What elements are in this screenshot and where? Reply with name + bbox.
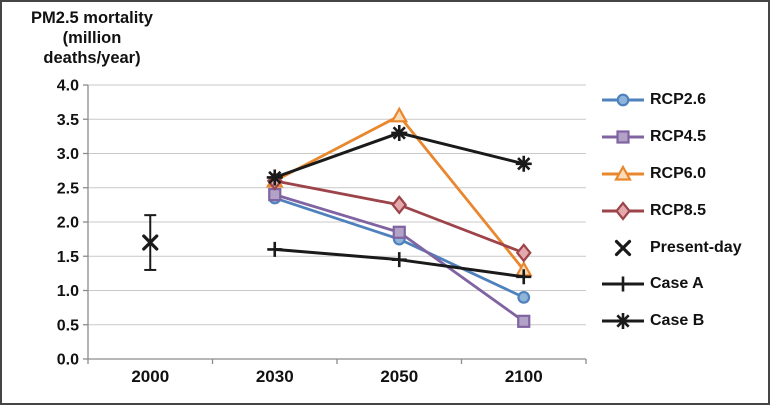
x-tick-label: 2100 (505, 367, 543, 386)
series-rcp2-6 (268, 191, 531, 304)
legend-marker-circle-icon (602, 93, 644, 107)
legend-marker-square-icon (602, 130, 644, 144)
series-present-day (142, 214, 159, 271)
y-tick-label: 0.5 (57, 317, 79, 334)
legend-marker-diamond-icon (602, 201, 644, 221)
y-tick-label: 2.0 (57, 215, 79, 232)
legend-item-present-day: Present-day (600, 229, 742, 266)
gridlines (88, 84, 586, 326)
legend-item-rcp2-6: RCP2.6 (600, 82, 742, 119)
axes (83, 84, 587, 364)
legend-item-case-b: Case B (600, 303, 742, 340)
y-tick-label: 1.0 (57, 283, 79, 300)
y-tick-label: 3.5 (57, 112, 79, 129)
y-tick-label: 1.5 (57, 249, 79, 266)
legend-label: RCP6.0 (650, 164, 707, 182)
legend-label: RCP4.5 (650, 128, 707, 146)
legend-item-rcp6-0: RCP6.0 (600, 156, 742, 193)
legend-label: Present-day (650, 238, 742, 256)
x-tick-label: 2050 (380, 367, 418, 386)
legend-item-case-a: Case A (600, 266, 742, 303)
y-tick-label: 4.0 (57, 78, 79, 95)
series-case-a (267, 241, 532, 285)
legend-marker-x-icon (614, 239, 632, 256)
x-tick-label: 2030 (256, 367, 294, 386)
legend-marker-triangle-icon (602, 164, 644, 181)
legend-label: RCP2.6 (650, 91, 707, 109)
y-tick-label: 0.0 (57, 352, 79, 369)
legend-label: Case B (650, 312, 705, 330)
x-axis-labels: 2000 2030 2050 2100 (131, 367, 542, 386)
legend: RCP2.6 RCP4.5 RCP6.0 RCP8.5 Present-day Case … (600, 82, 742, 340)
legend-marker-asterisk-icon (602, 313, 644, 330)
legend-item-rcp8-5: RCP8.5 (600, 192, 742, 229)
legend-item-rcp4-5: RCP4.5 (600, 119, 742, 156)
legend-label: Case A (650, 275, 704, 293)
series-rcp8-5 (266, 171, 532, 263)
legend-marker-plus-icon (602, 276, 644, 292)
y-axis-labels: 4.0 3.5 3.0 2.5 2.0 1.5 1.0 0.5 0.0 (57, 78, 79, 369)
x-tick-label: 2000 (131, 367, 169, 386)
series-rcp4-5 (268, 188, 531, 328)
series-case-b (266, 124, 532, 186)
chart-title: PM2.5 mortality (million deaths/year) (31, 9, 153, 67)
y-tick-label: 2.5 (57, 180, 79, 197)
y-tick-label: 3.0 (57, 146, 79, 163)
legend-label: RCP8.5 (650, 201, 707, 219)
